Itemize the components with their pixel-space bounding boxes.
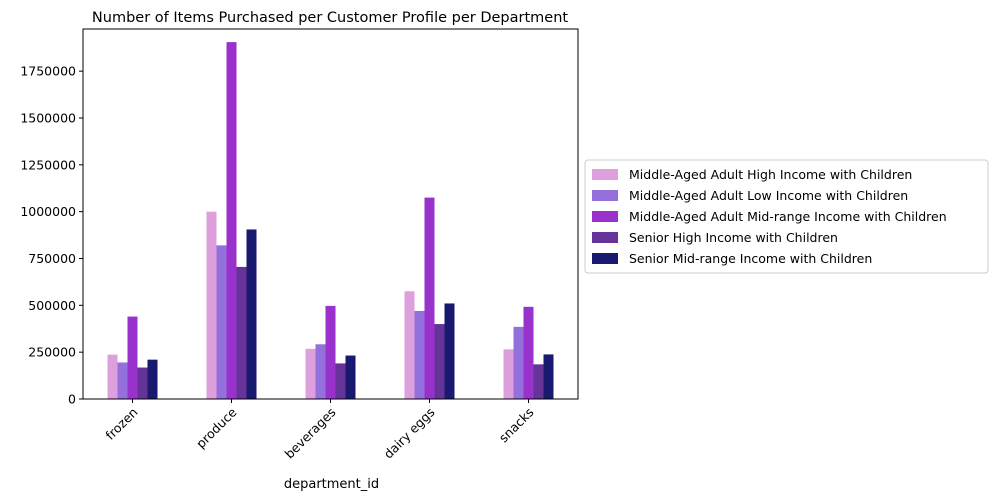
y-tick-label: 1250000 [20,157,76,172]
bar-beverages-series-2 [325,305,336,399]
bar-dairy-eggs-series-0 [404,291,415,399]
bar-produce-series-1 [216,245,227,399]
x-axis-label: department_id [284,477,379,492]
legend-swatch [592,253,618,264]
legend: Middle-Aged Adult High Income with Child… [584,159,989,274]
bar-beverages-series-0 [305,348,316,399]
bar-produce-series-4 [246,229,257,399]
legend-swatch [592,169,618,180]
bar-snacks-series-2 [523,306,534,399]
bar-snacks-series-1 [513,326,524,399]
bar-produce-series-2 [226,42,237,399]
bars-group [107,42,554,399]
y-tick-label: 1750000 [20,64,76,79]
y-tick-label: 250000 [28,345,76,360]
x-tick-label: produce [193,404,240,451]
legend-swatch [592,232,618,243]
x-tick-label: beverages [282,405,339,462]
bar-snacks-series-0 [503,349,514,399]
x-axis: frozen produce beverages dairy eggs snacks [102,399,537,462]
bar-frozen-series-4 [147,359,158,399]
bar-frozen-series-3 [137,367,148,399]
bar-beverages-series-1 [315,344,326,399]
legend-label: Senior Mid-range Income with Children [629,251,872,266]
bar-produce-series-3 [236,266,247,399]
bar-dairy-eggs-series-4 [444,303,455,399]
legend-label: Senior High Income with Children [629,230,838,245]
x-tick-label: snacks [496,405,537,446]
bar-dairy-eggs-series-1 [414,310,425,399]
legend-label: Middle-Aged Adult Mid-range Income with … [629,209,947,224]
bar-snacks-series-3 [533,364,544,399]
y-tick-label: 1500000 [20,110,76,125]
bar-produce-series-0 [206,211,217,399]
legend-box [584,159,989,274]
y-tick-label: 500000 [28,298,76,313]
bar-frozen-series-1 [117,362,128,399]
legend-label: Middle-Aged Adult High Income with Child… [629,167,912,182]
legend-swatch [592,190,618,201]
x-tick-label: frozen [102,405,140,443]
y-tick-label: 1000000 [20,204,76,219]
plot-frame [82,28,579,400]
chart-title: Number of Items Purchased per Customer P… [92,10,568,26]
bar-snacks-series-4 [543,354,554,399]
bar-beverages-series-3 [335,363,346,399]
bar-dairy-eggs-series-3 [434,324,445,399]
y-tick-label: 750000 [28,251,76,266]
y-tick-label: 0 [68,392,76,407]
bar-dairy-eggs-series-2 [424,197,435,399]
bar-frozen-series-2 [127,316,138,399]
legend-label: Middle-Aged Adult Low Income with Childr… [629,188,908,203]
bar-frozen-series-0 [107,354,118,399]
y-axis: 0 250000 500000 750000 1000000 1250000 1500000… [20,64,83,407]
bar-beverages-series-4 [345,355,356,399]
x-tick-label: dairy eggs [381,405,438,462]
legend-swatch [592,211,618,222]
